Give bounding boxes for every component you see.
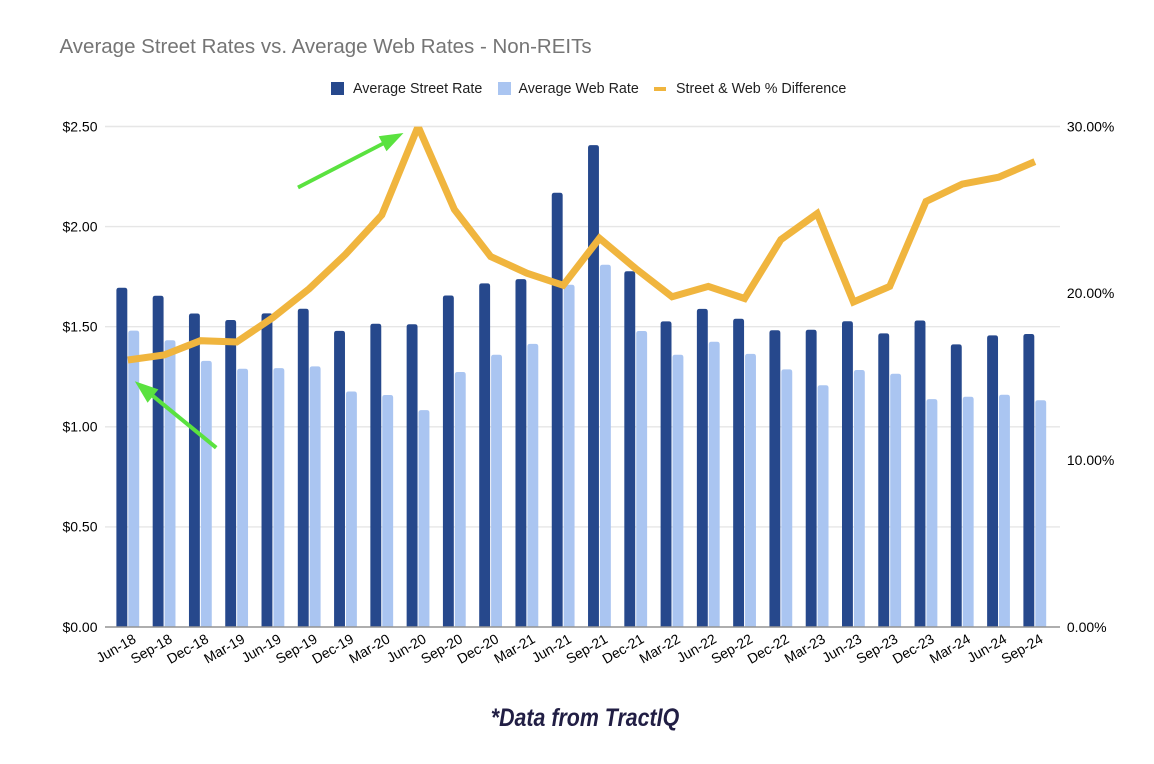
svg-text:Dec-20: Dec-20 bbox=[454, 630, 501, 667]
svg-text:Dec-23: Dec-23 bbox=[890, 630, 937, 667]
svg-text:Mar-23: Mar-23 bbox=[781, 630, 828, 666]
svg-text:Dec-22: Dec-22 bbox=[745, 630, 792, 667]
svg-text:10.00%: 10.00% bbox=[1067, 452, 1114, 468]
svg-text:20.00%: 20.00% bbox=[1067, 285, 1114, 301]
svg-text:Dec-21: Dec-21 bbox=[599, 630, 646, 667]
svg-text:$1.50: $1.50 bbox=[62, 319, 97, 335]
svg-text:Dec-19: Dec-19 bbox=[309, 630, 356, 667]
svg-text:30.00%: 30.00% bbox=[1067, 118, 1114, 134]
svg-text:$0.00: $0.00 bbox=[62, 619, 97, 635]
svg-text:Dec-18: Dec-18 bbox=[164, 630, 211, 667]
svg-text:$2.50: $2.50 bbox=[62, 118, 97, 134]
svg-text:$1.00: $1.00 bbox=[62, 419, 97, 435]
svg-text:Mar-22: Mar-22 bbox=[636, 630, 683, 666]
svg-text:Mar-20: Mar-20 bbox=[346, 630, 393, 666]
svg-text:0.00%: 0.00% bbox=[1067, 619, 1107, 635]
svg-text:Mar-21: Mar-21 bbox=[491, 630, 538, 666]
svg-text:Sep-24: Sep-24 bbox=[998, 630, 1045, 667]
svg-text:$2.00: $2.00 bbox=[62, 218, 97, 234]
svg-text:Mar-19: Mar-19 bbox=[201, 630, 248, 666]
svg-text:$0.50: $0.50 bbox=[62, 519, 97, 535]
svg-text:Mar-24: Mar-24 bbox=[927, 630, 974, 666]
